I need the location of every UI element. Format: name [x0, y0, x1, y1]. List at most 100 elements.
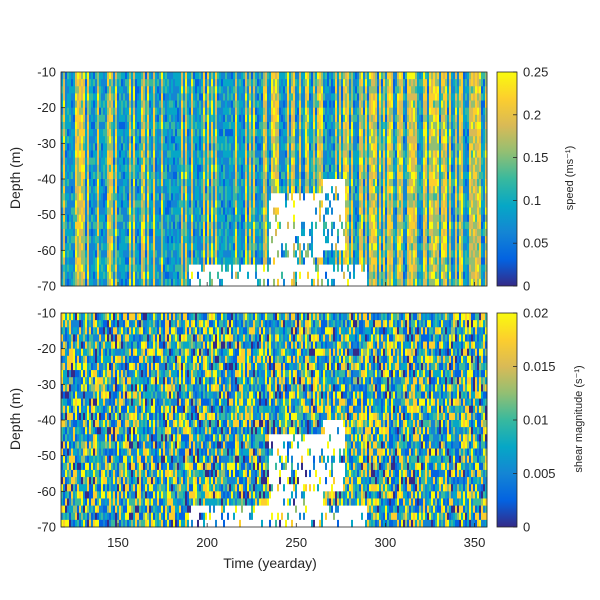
- heatmap-cell: [195, 278, 198, 287]
- heatmap-cell: [369, 257, 372, 265]
- heatmap-cell: [157, 250, 160, 258]
- heatmap-cell: [123, 207, 126, 216]
- heatmap-cell: [309, 193, 312, 201]
- heatmap-cell: [261, 164, 264, 173]
- heatmap-cell: [269, 143, 272, 151]
- heatmap-cell: [61, 114, 64, 123]
- heatmap-cell: [385, 164, 388, 173]
- heatmap-cell: [337, 264, 340, 273]
- heatmap-cell: [127, 121, 130, 130]
- heatmap-cell: [195, 79, 198, 87]
- heatmap-cell: [217, 107, 220, 116]
- heatmap-cell: [273, 236, 276, 244]
- heatmap-cell: [339, 179, 342, 187]
- heatmap-cell: [255, 164, 258, 173]
- heatmap-cell: [99, 157, 102, 166]
- heatmap-cell: [221, 121, 224, 130]
- heatmap-cell: [351, 243, 354, 251]
- heatmap-cell: [347, 100, 350, 109]
- heatmap-cell: [201, 264, 204, 273]
- heatmap-cell: [345, 86, 348, 94]
- heatmap-cell: [137, 72, 140, 80]
- heatmap-cell: [129, 193, 132, 201]
- heatmap-cell: [201, 250, 204, 258]
- heatmap-cell: [129, 121, 132, 130]
- heatmap-cell: [91, 271, 94, 280]
- heatmap-cell: [131, 100, 134, 109]
- heatmap-cell: [221, 271, 224, 280]
- heatmap-cell: [227, 200, 230, 208]
- heatmap-cell: [137, 264, 140, 273]
- heatmap-cell: [347, 221, 350, 230]
- heatmap-cell: [199, 121, 202, 130]
- heatmap-cell: [367, 107, 370, 116]
- heatmap-cell: [223, 264, 226, 273]
- heatmap-cell: [347, 250, 350, 258]
- heatmap-cell: [385, 236, 388, 244]
- heatmap-cell: [319, 136, 322, 144]
- heatmap-cell: [81, 79, 84, 87]
- heatmap-cell: [119, 93, 122, 101]
- heatmap-cell: [259, 121, 262, 130]
- heatmap-cell: [353, 79, 356, 87]
- heatmap-cell: [127, 114, 130, 123]
- heatmap-cell: [151, 164, 154, 173]
- heatmap-cell: [201, 200, 204, 208]
- heatmap-cell: [319, 171, 322, 180]
- heatmap-cell: [231, 171, 234, 180]
- heatmap-cell: [219, 200, 222, 208]
- heatmap-cell: [247, 150, 250, 158]
- heatmap-cell: [359, 264, 362, 273]
- heatmap-cell: [225, 93, 228, 101]
- heatmap-cell: [387, 107, 390, 116]
- heatmap-cell: [285, 278, 288, 287]
- heatmap-cell: [281, 157, 284, 166]
- heatmap-cell: [107, 114, 110, 123]
- heatmap-cell: [305, 100, 308, 109]
- heatmap-cell: [177, 157, 180, 166]
- heatmap-cell: [359, 193, 362, 201]
- heatmap-cell: [357, 79, 360, 87]
- heatmap-cell: [163, 100, 166, 109]
- heatmap-cell: [335, 93, 338, 101]
- heatmap-cell: [319, 271, 322, 280]
- heatmap-cell: [181, 72, 184, 80]
- heatmap-cell: [199, 79, 202, 87]
- heatmap-cell: [165, 207, 168, 216]
- heatmap-cell: [195, 171, 198, 180]
- heatmap-cell: [255, 150, 258, 158]
- heatmap-cell: [325, 72, 328, 80]
- heatmap-cell: [229, 250, 232, 258]
- heatmap-cell: [219, 271, 222, 280]
- heatmap-cell: [305, 257, 308, 265]
- heatmap-cell: [217, 121, 220, 130]
- heatmap-cell: [61, 79, 64, 87]
- heatmap-cell: [365, 207, 368, 216]
- heatmap-cell: [135, 79, 138, 87]
- heatmap-cell: [305, 143, 308, 151]
- heatmap-cell: [197, 164, 200, 173]
- heatmap-cell: [331, 72, 334, 80]
- heatmap-cell: [197, 193, 200, 201]
- heatmap-cell: [101, 186, 104, 194]
- heatmap-cell: [289, 157, 292, 166]
- heatmap-cell: [111, 264, 114, 273]
- heatmap-cell: [355, 79, 358, 87]
- heatmap-cell: [67, 157, 70, 166]
- heatmap-cell: [309, 129, 312, 137]
- heatmap-cell: [189, 250, 192, 258]
- heatmap-cell: [79, 150, 82, 158]
- heatmap-cell: [297, 264, 300, 273]
- heatmap-cell: [151, 250, 154, 258]
- heatmap-cell: [231, 157, 234, 166]
- heatmap-cell: [185, 236, 188, 244]
- heatmap-cell: [111, 214, 114, 223]
- heatmap-cell: [187, 114, 190, 123]
- heatmap-cell: [295, 207, 298, 216]
- heatmap-cell: [217, 207, 220, 216]
- heatmap-cell: [341, 164, 344, 173]
- heatmap-cell: [207, 157, 210, 166]
- heatmap-cell: [355, 72, 358, 80]
- heatmap-cell: [251, 236, 254, 244]
- heatmap-cell: [223, 93, 226, 101]
